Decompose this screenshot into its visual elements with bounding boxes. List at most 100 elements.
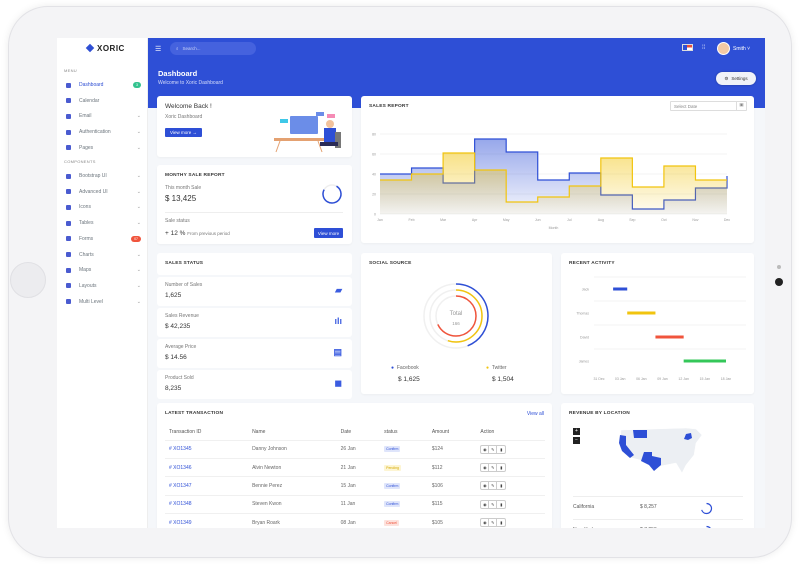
x-tick-label: Oct: [661, 218, 666, 222]
view-all-link[interactable]: View all: [526, 411, 544, 417]
bar-chart-icon: ılı: [334, 316, 342, 326]
authentication-icon: [66, 129, 71, 135]
sidebar-item-advanced-ui[interactable]: Advanced UI ⌄: [66, 186, 141, 198]
sales-stat-item: Sales Revenue $ 42,235 ılı: [157, 308, 352, 337]
status-badge: Pending: [384, 464, 401, 471]
x-tick-label: 15 Jan: [700, 377, 711, 381]
sidebar-item-tables[interactable]: Tables ⌄: [66, 217, 141, 229]
x-tick-label: Mar: [440, 218, 447, 222]
view-icon[interactable]: ◉: [481, 445, 490, 453]
user-menu[interactable]: Smith ˅: [733, 46, 751, 52]
advanced-ui-icon: [66, 189, 71, 195]
edit-icon[interactable]: ✎: [489, 445, 498, 453]
delete-icon[interactable]: ▮: [500, 446, 503, 452]
change-value: + 12 % From previous period: [165, 230, 230, 237]
bootstrap-ui-icon: [66, 173, 71, 179]
apps-grid-icon[interactable]: ⁞⁞: [702, 45, 706, 51]
avatar[interactable]: [717, 42, 730, 55]
page-title: Dashboard: [158, 69, 198, 78]
y-tick-label: 60: [372, 153, 376, 157]
sidebar-item-pages[interactable]: Pages ⌄: [66, 142, 141, 154]
view-more-button[interactable]: View more →: [165, 128, 202, 137]
sidebar-item-multi-level[interactable]: Multi Level ⌄: [66, 296, 141, 308]
row-label: James: [579, 360, 590, 364]
date-picker-input[interactable]: Select Date ▣: [670, 101, 747, 111]
delete-icon[interactable]: ▮: [500, 465, 503, 471]
column-header: Action: [476, 425, 545, 441]
transaction-id-link[interactable]: # XO1347: [165, 476, 249, 496]
monthly-sale-card: MONTHY SALE REPORT This month Sale $ 13,…: [157, 165, 352, 244]
y-tick-label: 0: [374, 213, 376, 217]
total-label: Total: [450, 311, 463, 317]
edit-icon[interactable]: ✎: [489, 500, 498, 508]
activity-timeline-chart: Jack Thomas David James 31 Dec 03 Jan 06 Jan 09…: [576, 276, 746, 381]
transaction-id-link[interactable]: # XO1346: [165, 458, 249, 478]
logo[interactable]: XORIC: [85, 43, 125, 53]
latest-transaction-card: LATEST TRANSACTION View all Transaction …: [157, 403, 552, 528]
chevron-down-icon: ⌄: [136, 144, 141, 151]
sidebar-item-icons[interactable]: Icons ⌄: [66, 201, 141, 213]
column-header: Date: [336, 425, 381, 441]
state-california: [619, 435, 634, 458]
box-icon: ◼: [334, 378, 342, 388]
edit-icon[interactable]: ✎: [489, 482, 498, 490]
transaction-id-link[interactable]: # XO1345: [165, 440, 249, 459]
sidebar-item-layouts[interactable]: Layouts ⌄: [66, 280, 141, 292]
search-input[interactable]: ⌕ Search...: [170, 42, 256, 55]
view-icon[interactable]: ◉: [481, 464, 490, 472]
transaction-id-link[interactable]: # XO1348: [165, 495, 249, 515]
edit-icon[interactable]: ✎: [489, 464, 498, 472]
view-more-button[interactable]: View more: [314, 228, 343, 238]
view-icon[interactable]: ◉: [481, 519, 490, 527]
table-row: # XO1348 Steven Kwon 11 Jan Confirm $115 ◉ ✎ ▮: [165, 495, 545, 515]
dashboard-icon: [66, 82, 71, 88]
chevron-down-icon: ⌄: [136, 220, 141, 227]
sidebar-item-bootstrap-ui[interactable]: Bootstrap UI ⌄: [66, 170, 141, 182]
calendar-icon: ▣: [736, 102, 746, 110]
status-badge: Confirm: [384, 446, 401, 453]
chevron-down-icon: ⌄: [136, 251, 141, 258]
forms-icon: [66, 236, 71, 242]
location-row: New York$ 7,253: [573, 519, 743, 528]
column-header: Name: [248, 425, 337, 441]
gear-icon: ⚙: [724, 75, 729, 81]
zoom-in-button[interactable]: +: [573, 428, 580, 435]
welcome-card: Welcome Back ! Xoric Dashboard View more…: [157, 96, 352, 157]
icons-icon: [66, 204, 71, 210]
app-screen: XORIC MENU Dashboard 3 Calendar Email ⌄ Authe…: [57, 38, 765, 528]
language-flag-icon[interactable]: [682, 44, 693, 51]
settings-button[interactable]: ⚙ Settings: [716, 72, 756, 85]
table-row: # XO1346 Alvin Newton 21 Jan Pending $112 ◉ ✎ ▮: [165, 458, 545, 478]
revenue-location-card: REVENUE BY LOCATION + − California $ 8,25…: [561, 403, 754, 528]
x-tick-label: Dec: [724, 218, 730, 222]
x-tick-label: 03 Jan: [615, 377, 626, 381]
sidebar-item-calendar[interactable]: Calendar: [66, 95, 141, 107]
legend-facebook: ● Facebook: [391, 365, 419, 371]
view-icon[interactable]: ◉: [481, 482, 490, 490]
sidebar-item-forms[interactable]: Forms 07: [66, 233, 141, 245]
menu-toggle-icon[interactable]: ☰: [155, 46, 162, 53]
twitter-value: $ 1,504: [492, 376, 514, 383]
delete-icon[interactable]: ▮: [500, 483, 503, 489]
state-new-york: [684, 433, 692, 440]
sales-stat-item: Number of Sales 1,625 ▰: [157, 277, 352, 306]
home-button: [10, 262, 46, 298]
transaction-id-link[interactable]: # XO1349: [165, 513, 249, 528]
sidebar-badge: 07: [131, 235, 141, 242]
sidebar-item-charts[interactable]: Charts ⌄: [66, 249, 141, 261]
sidebar-item-email[interactable]: Email ⌄: [66, 110, 141, 122]
edit-icon[interactable]: ✎: [489, 519, 498, 527]
developer-illustration: [274, 112, 341, 153]
delete-icon[interactable]: ▮: [500, 501, 503, 507]
radial-bar: [423, 283, 489, 349]
x-tick-label: May: [503, 218, 510, 222]
activity-bar: [655, 335, 684, 339]
social-radial-chart: Total 166: [423, 283, 489, 349]
view-icon[interactable]: ◉: [481, 500, 490, 508]
zoom-out-button[interactable]: −: [573, 437, 580, 444]
sidebar-item-dashboard[interactable]: Dashboard 3: [66, 79, 141, 91]
delete-icon[interactable]: ▮: [500, 520, 503, 526]
radial-bar: [429, 289, 483, 343]
sidebar-item-maps[interactable]: Maps ⌄: [66, 264, 141, 276]
sidebar-item-authentication[interactable]: Authentication ⌄: [66, 126, 141, 138]
